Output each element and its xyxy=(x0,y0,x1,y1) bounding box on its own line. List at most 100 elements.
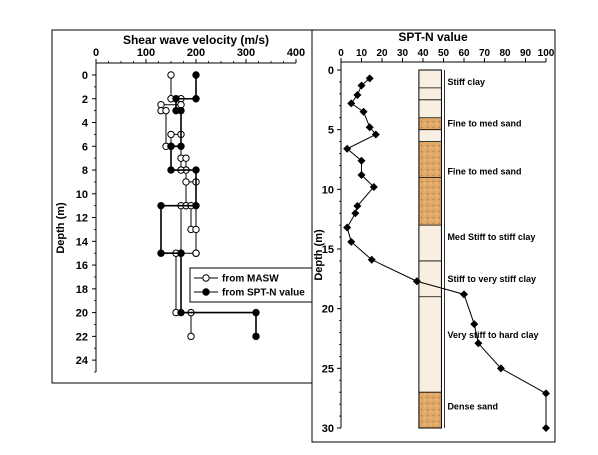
p2-series-sptn-point xyxy=(365,74,374,83)
p1-y-tick-label: 24 xyxy=(76,355,89,367)
p1-series-sptn-point xyxy=(252,308,260,317)
p2-series-sptn-point xyxy=(542,424,550,432)
p2-series-sptn-point xyxy=(474,339,483,348)
p2-y-tick-label: 25 xyxy=(322,363,334,375)
panel-2-ylabel: Depth (m) xyxy=(313,229,325,281)
p2-x-tick-label: 80 xyxy=(499,48,511,59)
p2-layer-label: Fine to med sand xyxy=(447,119,521,129)
p2-x-tick-label: 60 xyxy=(458,48,470,59)
p1-series-sptn-point xyxy=(172,95,180,103)
panel-2-plot: Stiff clay Fine to med sand Fine to med sa… xyxy=(322,48,555,435)
p1-series-sptn-point xyxy=(177,106,185,115)
p2-series-sptn-point xyxy=(347,99,356,108)
p2-soil-layer xyxy=(418,117,442,130)
p1-series-sptn-point xyxy=(192,95,200,103)
p1-series-masw-point xyxy=(182,154,190,162)
p1-series-sptn-point xyxy=(192,201,200,210)
p1-x-tick-label: 200 xyxy=(187,47,205,59)
p1-y-tick-label: 12 xyxy=(76,213,88,225)
p1-series-masw-point xyxy=(187,332,195,341)
p2-x-tick-label: 40 xyxy=(417,48,429,59)
p2-x-tick-label: 50 xyxy=(438,48,450,59)
p2-y-tick-label: 30 xyxy=(322,423,334,435)
p2-x-tick-label: 10 xyxy=(356,48,368,59)
p1-series-masw-point xyxy=(167,130,175,139)
p2-soil-layer xyxy=(418,141,442,226)
p1-x-tick-label: 400 xyxy=(287,47,305,59)
p2-layer-label: Stiff clay xyxy=(447,77,485,87)
p1-y-tick-label: 22 xyxy=(76,331,88,343)
p2-series-sptn-point xyxy=(357,81,366,90)
p2-y-tick-label: 20 xyxy=(322,304,334,316)
p2-y-tick-label: 5 xyxy=(328,125,334,137)
p1-series-masw-point xyxy=(167,71,175,79)
p2-soil-layer xyxy=(418,129,442,142)
p2-soil-layer xyxy=(418,70,442,118)
p2-layer-label: Stiff to very stiff clay xyxy=(447,274,536,284)
p2-series-sptn-point xyxy=(371,130,380,139)
p2-series-sptn-point xyxy=(367,255,376,264)
p1-legend-sptn-label: from SPT-N value xyxy=(222,288,305,299)
p1-series-sptn-point xyxy=(167,142,175,150)
p1-x-tick-label: 300 xyxy=(237,47,255,59)
p2-series-sptn-point xyxy=(353,202,362,211)
p2-layer-label: Med Stiff to stiff clay xyxy=(447,232,535,242)
p2-series-sptn-point xyxy=(357,171,366,180)
p1-y-tick-label: 0 xyxy=(82,70,88,82)
p1-y-tick-label: 16 xyxy=(76,260,88,272)
p2-series-sptn-point xyxy=(347,237,356,246)
p1-series-sptn-point xyxy=(192,166,200,174)
p1-legend-masw-label: from MASW xyxy=(222,274,279,285)
p1-y-tick-label: 4 xyxy=(82,118,89,130)
p1-y-tick-label: 20 xyxy=(76,308,88,320)
p2-series-sptn-point xyxy=(460,290,468,299)
p2-soil-layer xyxy=(418,392,442,428)
p2-y-tick-label: 0 xyxy=(328,65,334,77)
panel-1-title: Shear wave velocity (m/s) xyxy=(123,33,269,47)
p2-series-sptn-point xyxy=(359,107,368,116)
p2-soil-layer xyxy=(418,296,442,393)
p1-series-sptn-point xyxy=(167,166,175,174)
p1-legend-sptn-marker xyxy=(202,288,210,296)
p1-series-sptn-line xyxy=(160,75,257,337)
p1-series-masw-point xyxy=(162,106,170,115)
p2-x-tick-label: 70 xyxy=(479,48,491,59)
p1-series-sptn-point xyxy=(177,249,185,257)
p1-series-sptn-point xyxy=(177,142,185,150)
p2-layer-label: Very stiff to hard clay xyxy=(447,330,538,340)
p1-series-sptn-point xyxy=(192,71,200,79)
p2-x-tick-label: 90 xyxy=(520,48,532,59)
p2-soil-layer xyxy=(418,225,442,261)
p2-series-sptn-point xyxy=(412,277,421,286)
p1-series-sptn-point xyxy=(252,332,260,341)
p1-y-tick-label: 10 xyxy=(76,189,88,201)
p1-y-tick-label: 2 xyxy=(82,94,88,106)
p2-series-sptn-point xyxy=(351,209,360,218)
panel-1-ylabel: Depth (m) xyxy=(55,202,67,254)
p2-y-tick-label: 10 xyxy=(322,184,334,196)
p1-legend-masw-marker xyxy=(202,274,210,282)
p1-series-masw-point xyxy=(182,178,190,186)
p2-series-sptn-point xyxy=(496,364,505,373)
p1-x-tick-label: 0 xyxy=(93,47,99,59)
p2-series-sptn-point xyxy=(343,223,352,232)
panel-2-title: SPT-N value xyxy=(398,30,468,44)
p1-series-sptn-point xyxy=(157,249,165,257)
p2-series-sptn-point xyxy=(353,91,362,100)
p2-layer-label: Fine to med sand xyxy=(447,166,521,176)
p2-x-tick-label: 20 xyxy=(376,48,388,59)
p1-y-tick-label: 14 xyxy=(76,236,89,248)
p2-x-tick-label: 0 xyxy=(338,48,344,59)
p1-legend-box xyxy=(189,267,313,303)
p1-series-masw-point xyxy=(192,225,200,234)
p1-y-tick-label: 18 xyxy=(76,284,88,296)
p2-y-tick-label: 15 xyxy=(322,244,334,256)
p2-soil-layer xyxy=(418,260,442,297)
p1-x-tick-label: 100 xyxy=(137,47,155,59)
p2-series-sptn-point xyxy=(357,156,366,165)
p2-series-sptn-point xyxy=(369,182,378,191)
p2-x-tick-label: 30 xyxy=(397,48,409,59)
p2-series-sptn-point xyxy=(470,320,479,329)
